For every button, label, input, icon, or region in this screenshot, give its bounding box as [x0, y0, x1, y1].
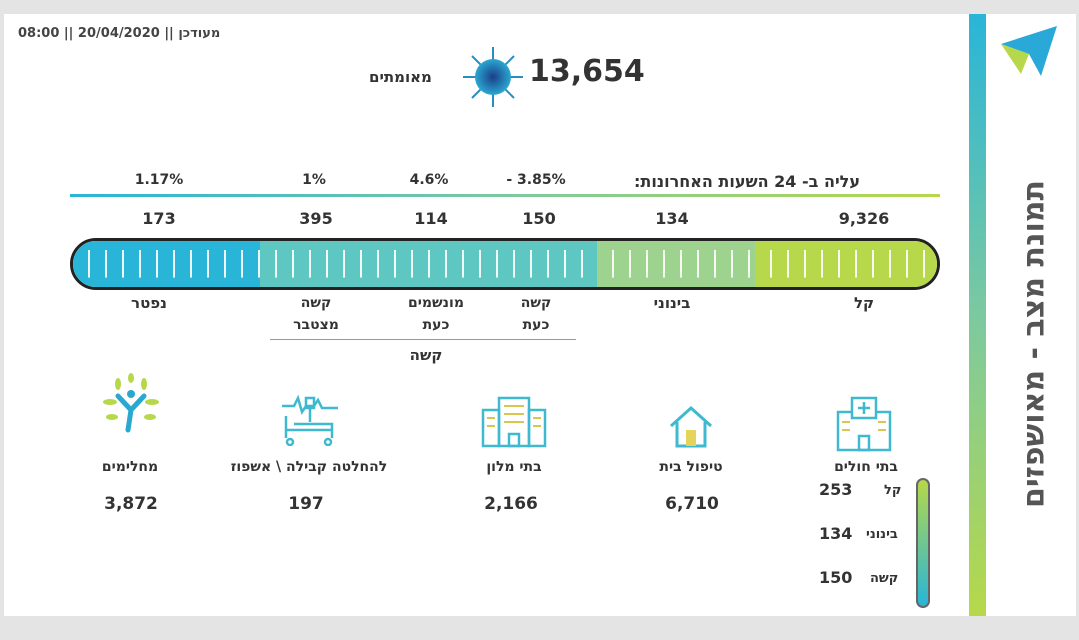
confirmed-count: 13,654	[529, 54, 645, 89]
hospital-icon	[836, 396, 892, 452]
increase-label: עליה ב- 24 השעות האחרונות:	[634, 172, 861, 191]
segment-moderate	[597, 241, 755, 287]
segment-dead	[73, 241, 260, 287]
hospital-moderate-label: בינוני	[866, 527, 898, 542]
home-icon	[669, 405, 713, 448]
percent-ventilated: 4.6%	[409, 172, 449, 188]
divider-line	[70, 194, 940, 197]
segment-severe	[260, 241, 597, 287]
location-value-home: 6,710	[665, 494, 719, 514]
side-gradient-bar	[969, 14, 986, 616]
location-label-home: טיפול בית	[659, 459, 723, 475]
location-value-decision: 197	[288, 494, 324, 514]
count-severe-now: 150	[522, 209, 556, 228]
location-value-recovered: 3,872	[104, 494, 158, 514]
ministry-logo-icon	[1001, 26, 1057, 76]
virus-icon	[463, 47, 523, 107]
label-dead: נפטר	[131, 294, 167, 312]
hotel-icon	[481, 396, 547, 448]
label-moderate: בינוני	[653, 294, 691, 312]
count-moderate: 134	[655, 209, 689, 228]
percent-severe-now: - 3.85%	[506, 172, 566, 188]
count-severe-cumulative: 395	[299, 209, 333, 228]
hospital-severe-label: קשה	[870, 571, 899, 586]
count-mild: 9,326	[838, 209, 890, 228]
count-ventilated: 114	[414, 209, 448, 228]
segment-mild	[755, 241, 937, 287]
location-label-decision: להחלטה קבילה \ אשפוז	[230, 459, 388, 475]
label-severe-now: קשה כעת	[520, 295, 552, 333]
updated-timestamp: 08:00 || 20/04/2020 || מעודכן	[18, 26, 221, 41]
label-severe-group: קשה	[409, 346, 443, 364]
percent-severe-cumulative: 1%	[302, 172, 326, 188]
hospital-bed-icon	[282, 394, 338, 446]
page-title: תמונת מצב - מאושפזים	[1016, 179, 1052, 509]
percent-dead: 1.17%	[134, 172, 184, 188]
hospital-severe-value: 150	[819, 568, 853, 587]
label-severe-cumulative: קשה מצטבר	[293, 295, 339, 333]
count-dead: 173	[142, 209, 176, 228]
confirmed-label: מאומתים	[369, 68, 432, 86]
dashboard-card: 08:00 || 20/04/2020 || מעודכן 13,654 מאו…	[4, 14, 1076, 616]
location-label-hospitals: בתי חולים	[834, 459, 898, 475]
hospital-severity-bar	[916, 478, 930, 608]
label-mild: קל	[853, 294, 875, 312]
label-ventilated: מונשמים כעת	[408, 295, 464, 333]
location-value-hotels: 2,166	[484, 494, 538, 514]
hospital-mild-label: קל	[884, 483, 902, 498]
hospital-moderate-value: 134	[819, 524, 853, 543]
recovered-tree-icon	[103, 373, 159, 433]
severity-bar	[70, 238, 940, 290]
severe-group-line	[270, 339, 576, 340]
location-label-recovered: מחלימים	[101, 459, 159, 475]
location-label-hotels: בתי מלון	[486, 459, 542, 475]
hospital-mild-value: 253	[819, 480, 853, 499]
